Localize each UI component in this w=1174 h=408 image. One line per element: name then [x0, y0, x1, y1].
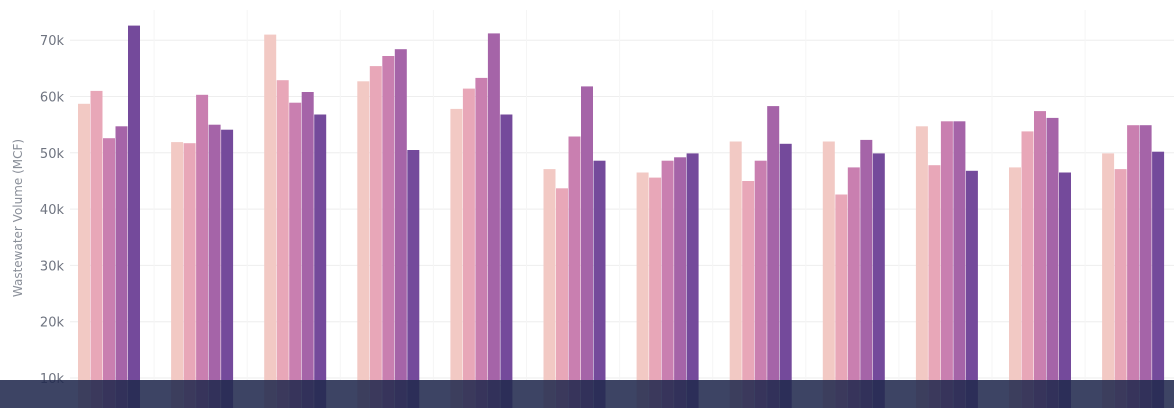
bar [649, 177, 662, 408]
bar [90, 90, 103, 408]
bar [221, 129, 234, 408]
bar [674, 157, 687, 408]
bar [1139, 125, 1152, 408]
y-tick-label: 70k [40, 34, 65, 49]
gridlines [70, 10, 1174, 380]
bar [183, 143, 196, 408]
bar [729, 141, 742, 408]
bar [1152, 151, 1165, 408]
bar [369, 66, 382, 408]
bar [1127, 125, 1140, 408]
bar [860, 139, 873, 408]
bottom-overlay-band [0, 380, 1174, 408]
bar [450, 108, 463, 408]
bar [500, 114, 513, 408]
bar [543, 169, 556, 408]
y-tick-label: 40k [40, 203, 65, 218]
bars [78, 25, 1165, 408]
bar [487, 33, 500, 408]
bar [556, 188, 568, 408]
y-tick-label: 50k [40, 147, 65, 162]
bar [475, 77, 488, 408]
bar [847, 167, 860, 408]
bar [965, 170, 978, 408]
bar [835, 194, 848, 408]
bar [382, 56, 395, 408]
bar [754, 160, 767, 408]
bar [581, 86, 593, 408]
bar [314, 114, 327, 408]
bar [915, 126, 928, 408]
bar [1114, 169, 1127, 408]
bar [953, 121, 966, 408]
bar [661, 160, 674, 408]
bar [115, 126, 128, 408]
bar [357, 81, 370, 408]
bar [636, 172, 649, 408]
bar [928, 165, 941, 408]
bar [1034, 111, 1046, 408]
bar [779, 143, 792, 408]
y-tick-label: 20k [40, 316, 65, 331]
bar [208, 124, 221, 408]
bar [196, 94, 209, 408]
bar [822, 141, 835, 408]
bar [276, 80, 289, 408]
y-axis-ticks: 10k20k30k40k50k60k70k [40, 34, 65, 387]
bar [394, 49, 407, 408]
bar [872, 153, 885, 408]
y-tick-label: 60k [40, 91, 65, 106]
bar [128, 25, 140, 408]
bar [568, 136, 581, 408]
bar [103, 138, 115, 408]
bar [1009, 167, 1021, 408]
bar [171, 142, 184, 408]
bar [1046, 117, 1059, 408]
bar [1021, 131, 1034, 408]
bar [289, 102, 302, 408]
bar [301, 92, 314, 408]
y-axis-label: Wastewater Volume (MCF) [11, 139, 25, 297]
bar [593, 160, 606, 408]
bar [686, 153, 699, 408]
bar [767, 106, 780, 408]
bar [742, 181, 755, 408]
bar [462, 88, 475, 408]
bar [264, 34, 277, 408]
bar [78, 103, 90, 408]
bar [940, 121, 953, 408]
bar [407, 150, 420, 408]
bar [1059, 172, 1071, 408]
bar [1102, 153, 1115, 408]
y-tick-label: 30k [40, 259, 65, 274]
